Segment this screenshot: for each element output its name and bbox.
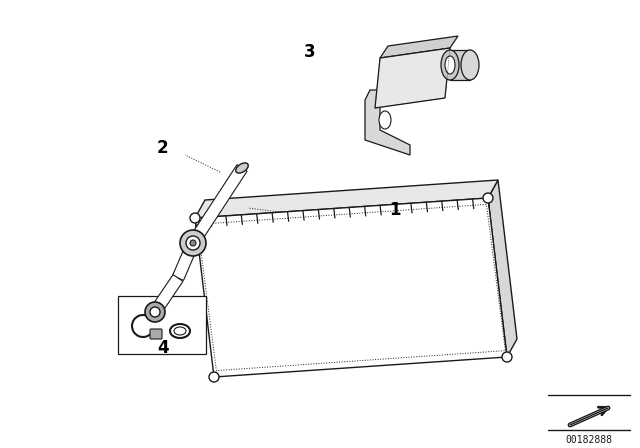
Circle shape (150, 307, 160, 317)
Ellipse shape (461, 50, 479, 80)
Circle shape (180, 230, 206, 256)
Ellipse shape (236, 163, 248, 173)
Polygon shape (173, 241, 198, 280)
Polygon shape (375, 48, 450, 108)
Polygon shape (150, 275, 183, 315)
Circle shape (483, 193, 493, 203)
Circle shape (190, 240, 196, 246)
Text: 2: 2 (156, 139, 168, 157)
Ellipse shape (379, 111, 391, 129)
Circle shape (502, 352, 512, 362)
Text: 3: 3 (304, 43, 316, 61)
Polygon shape (118, 296, 206, 354)
Text: 4: 4 (157, 339, 169, 357)
Text: 1: 1 (389, 201, 401, 219)
Circle shape (186, 236, 200, 250)
Ellipse shape (170, 324, 190, 338)
Polygon shape (188, 165, 247, 246)
Text: 00182888: 00182888 (566, 435, 612, 445)
Polygon shape (380, 36, 458, 58)
Polygon shape (488, 180, 517, 357)
Ellipse shape (445, 56, 455, 74)
Polygon shape (195, 180, 498, 218)
Circle shape (145, 302, 165, 322)
Polygon shape (195, 198, 507, 377)
Circle shape (190, 213, 200, 223)
FancyBboxPatch shape (150, 329, 162, 339)
Polygon shape (365, 90, 410, 155)
Ellipse shape (174, 327, 186, 335)
Bar (450, 50, 470, 80)
Ellipse shape (441, 50, 459, 80)
Circle shape (209, 372, 219, 382)
